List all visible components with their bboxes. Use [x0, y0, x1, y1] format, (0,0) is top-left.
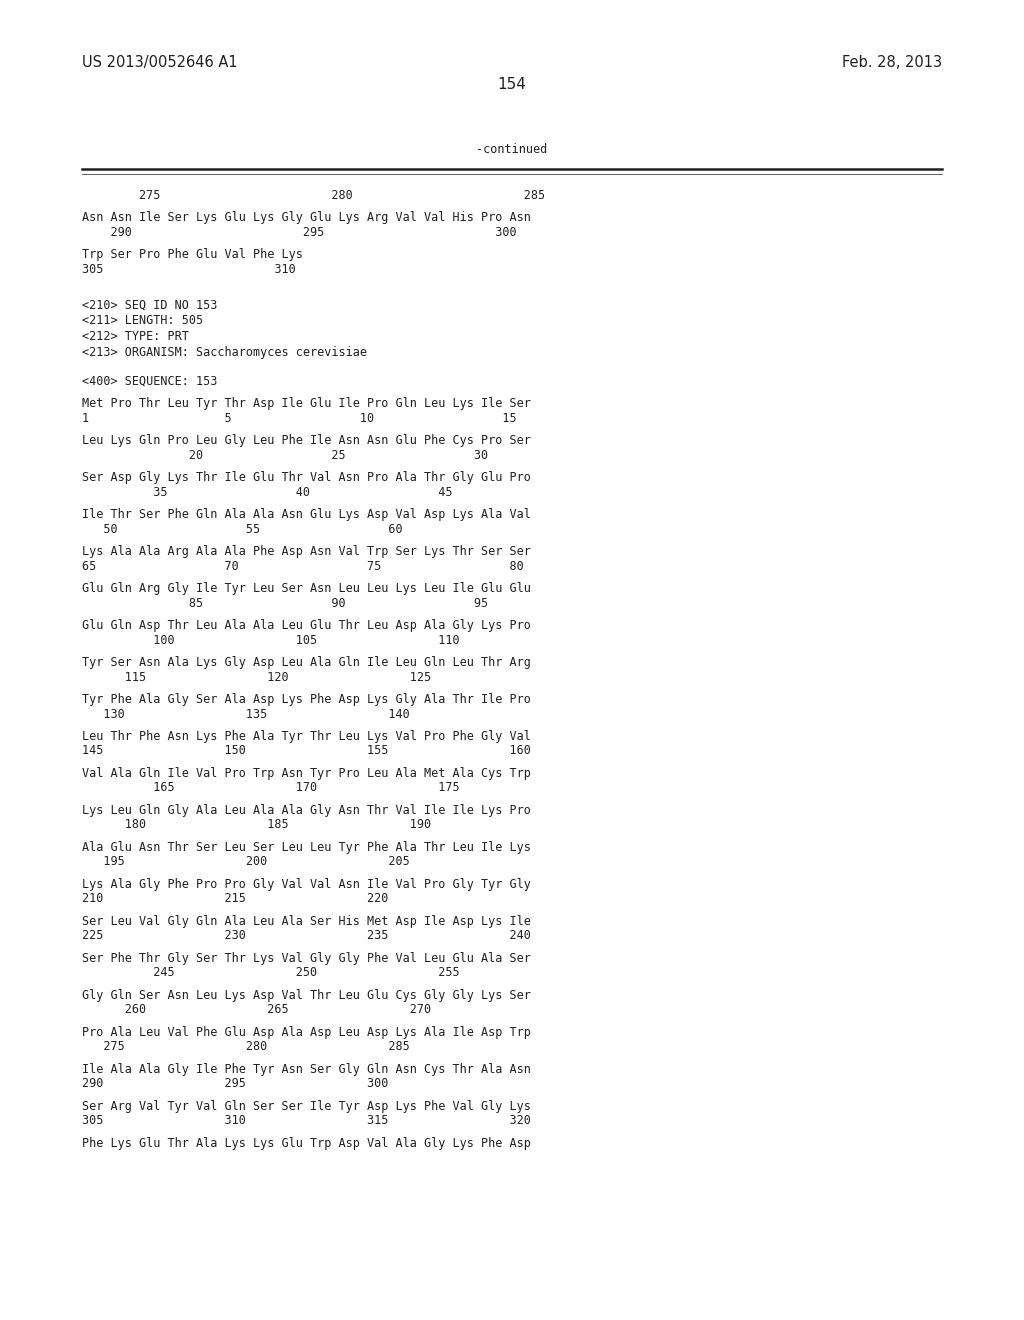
- Text: Ser Leu Val Gly Gln Ala Leu Ala Ser His Met Asp Ile Asp Lys Ile: Ser Leu Val Gly Gln Ala Leu Ala Ser His …: [82, 915, 530, 928]
- Text: Lys Ala Ala Arg Ala Ala Phe Asp Asn Val Trp Ser Lys Thr Ser Ser: Lys Ala Ala Arg Ala Ala Phe Asp Asn Val …: [82, 545, 530, 558]
- Text: Trp Ser Pro Phe Glu Val Phe Lys: Trp Ser Pro Phe Glu Val Phe Lys: [82, 248, 303, 261]
- Text: <400> SEQUENCE: 153: <400> SEQUENCE: 153: [82, 375, 217, 388]
- Text: Leu Lys Gln Pro Leu Gly Leu Phe Ile Asn Asn Glu Phe Cys Pro Ser: Leu Lys Gln Pro Leu Gly Leu Phe Ile Asn …: [82, 434, 530, 447]
- Text: 165                 170                 175: 165 170 175: [82, 781, 460, 795]
- Text: 130                 135                 140: 130 135 140: [82, 708, 410, 721]
- Text: <212> TYPE: PRT: <212> TYPE: PRT: [82, 330, 188, 343]
- Text: Ile Thr Ser Phe Gln Ala Ala Asn Glu Lys Asp Val Asp Lys Ala Val: Ile Thr Ser Phe Gln Ala Ala Asn Glu Lys …: [82, 508, 530, 521]
- Text: 35                  40                  45: 35 40 45: [82, 486, 453, 499]
- Text: -continued: -continued: [476, 143, 548, 156]
- Text: Ser Asp Gly Lys Thr Ile Glu Thr Val Asn Pro Ala Thr Gly Glu Pro: Ser Asp Gly Lys Thr Ile Glu Thr Val Asn …: [82, 471, 530, 484]
- Text: 275                 280                 285: 275 280 285: [82, 1040, 410, 1053]
- Text: 195                 200                 205: 195 200 205: [82, 855, 410, 869]
- Text: 290                 295                 300: 290 295 300: [82, 1077, 388, 1090]
- Text: Asn Asn Ile Ser Lys Glu Lys Gly Glu Lys Arg Val Val His Pro Asn: Asn Asn Ile Ser Lys Glu Lys Gly Glu Lys …: [82, 211, 530, 224]
- Text: Ala Glu Asn Thr Ser Leu Ser Leu Leu Tyr Phe Ala Thr Leu Ile Lys: Ala Glu Asn Thr Ser Leu Ser Leu Leu Tyr …: [82, 841, 530, 854]
- Text: 100                 105                 110: 100 105 110: [82, 634, 460, 647]
- Text: Pro Ala Leu Val Phe Glu Asp Ala Asp Leu Asp Lys Ala Ile Asp Trp: Pro Ala Leu Val Phe Glu Asp Ala Asp Leu …: [82, 1026, 530, 1039]
- Text: 305                 310                 315                 320: 305 310 315 320: [82, 1114, 530, 1127]
- Text: Lys Leu Gln Gly Ala Leu Ala Ala Gly Asn Thr Val Ile Ile Lys Pro: Lys Leu Gln Gly Ala Leu Ala Ala Gly Asn …: [82, 804, 530, 817]
- Text: 225                 230                 235                 240: 225 230 235 240: [82, 929, 530, 942]
- Text: Feb. 28, 2013: Feb. 28, 2013: [842, 55, 942, 70]
- Text: Phe Lys Glu Thr Ala Lys Lys Glu Trp Asp Val Ala Gly Lys Phe Asp: Phe Lys Glu Thr Ala Lys Lys Glu Trp Asp …: [82, 1137, 530, 1150]
- Text: Ile Ala Ala Gly Ile Phe Tyr Asn Ser Gly Gln Asn Cys Thr Ala Asn: Ile Ala Ala Gly Ile Phe Tyr Asn Ser Gly …: [82, 1063, 530, 1076]
- Text: Glu Gln Arg Gly Ile Tyr Leu Ser Asn Leu Leu Lys Leu Ile Glu Glu: Glu Gln Arg Gly Ile Tyr Leu Ser Asn Leu …: [82, 582, 530, 595]
- Text: 65                  70                  75                  80: 65 70 75 80: [82, 560, 523, 573]
- Text: 305                        310: 305 310: [82, 263, 296, 276]
- Text: <213> ORGANISM: Saccharomyces cerevisiae: <213> ORGANISM: Saccharomyces cerevisiae: [82, 346, 367, 359]
- Text: Tyr Ser Asn Ala Lys Gly Asp Leu Ala Gln Ile Leu Gln Leu Thr Arg: Tyr Ser Asn Ala Lys Gly Asp Leu Ala Gln …: [82, 656, 530, 669]
- Text: 50                  55                  60: 50 55 60: [82, 523, 402, 536]
- Text: 1                   5                  10                  15: 1 5 10 15: [82, 412, 516, 425]
- Text: 180                 185                 190: 180 185 190: [82, 818, 431, 832]
- Text: Gly Gln Ser Asn Leu Lys Asp Val Thr Leu Glu Cys Gly Gly Lys Ser: Gly Gln Ser Asn Leu Lys Asp Val Thr Leu …: [82, 989, 530, 1002]
- Text: 85                  90                  95: 85 90 95: [82, 597, 488, 610]
- Text: 115                 120                 125: 115 120 125: [82, 671, 431, 684]
- Text: Val Ala Gln Ile Val Pro Trp Asn Tyr Pro Leu Ala Met Ala Cys Trp: Val Ala Gln Ile Val Pro Trp Asn Tyr Pro …: [82, 767, 530, 780]
- Text: Tyr Phe Ala Gly Ser Ala Asp Lys Phe Asp Lys Gly Ala Thr Ile Pro: Tyr Phe Ala Gly Ser Ala Asp Lys Phe Asp …: [82, 693, 530, 706]
- Text: Ser Phe Thr Gly Ser Thr Lys Val Gly Gly Phe Val Leu Glu Ala Ser: Ser Phe Thr Gly Ser Thr Lys Val Gly Gly …: [82, 952, 530, 965]
- Text: 154: 154: [498, 77, 526, 91]
- Text: US 2013/0052646 A1: US 2013/0052646 A1: [82, 55, 238, 70]
- Text: 210                 215                 220: 210 215 220: [82, 892, 388, 906]
- Text: <210> SEQ ID NO 153: <210> SEQ ID NO 153: [82, 298, 217, 312]
- Text: 275                        280                        285: 275 280 285: [82, 189, 545, 202]
- Text: Leu Thr Phe Asn Lys Phe Ala Tyr Thr Leu Lys Val Pro Phe Gly Val: Leu Thr Phe Asn Lys Phe Ala Tyr Thr Leu …: [82, 730, 530, 743]
- Text: 260                 265                 270: 260 265 270: [82, 1003, 431, 1016]
- Text: Glu Gln Asp Thr Leu Ala Ala Leu Glu Thr Leu Asp Ala Gly Lys Pro: Glu Gln Asp Thr Leu Ala Ala Leu Glu Thr …: [82, 619, 530, 632]
- Text: Lys Ala Gly Phe Pro Pro Gly Val Val Asn Ile Val Pro Gly Tyr Gly: Lys Ala Gly Phe Pro Pro Gly Val Val Asn …: [82, 878, 530, 891]
- Text: 20                  25                  30: 20 25 30: [82, 449, 488, 462]
- Text: 145                 150                 155                 160: 145 150 155 160: [82, 744, 530, 758]
- Text: Met Pro Thr Leu Tyr Thr Asp Ile Glu Ile Pro Gln Leu Lys Ile Ser: Met Pro Thr Leu Tyr Thr Asp Ile Glu Ile …: [82, 397, 530, 411]
- Text: Ser Arg Val Tyr Val Gln Ser Ser Ile Tyr Asp Lys Phe Val Gly Lys: Ser Arg Val Tyr Val Gln Ser Ser Ile Tyr …: [82, 1100, 530, 1113]
- Text: <211> LENGTH: 505: <211> LENGTH: 505: [82, 314, 203, 327]
- Text: 245                 250                 255: 245 250 255: [82, 966, 460, 979]
- Text: 290                        295                        300: 290 295 300: [82, 226, 516, 239]
